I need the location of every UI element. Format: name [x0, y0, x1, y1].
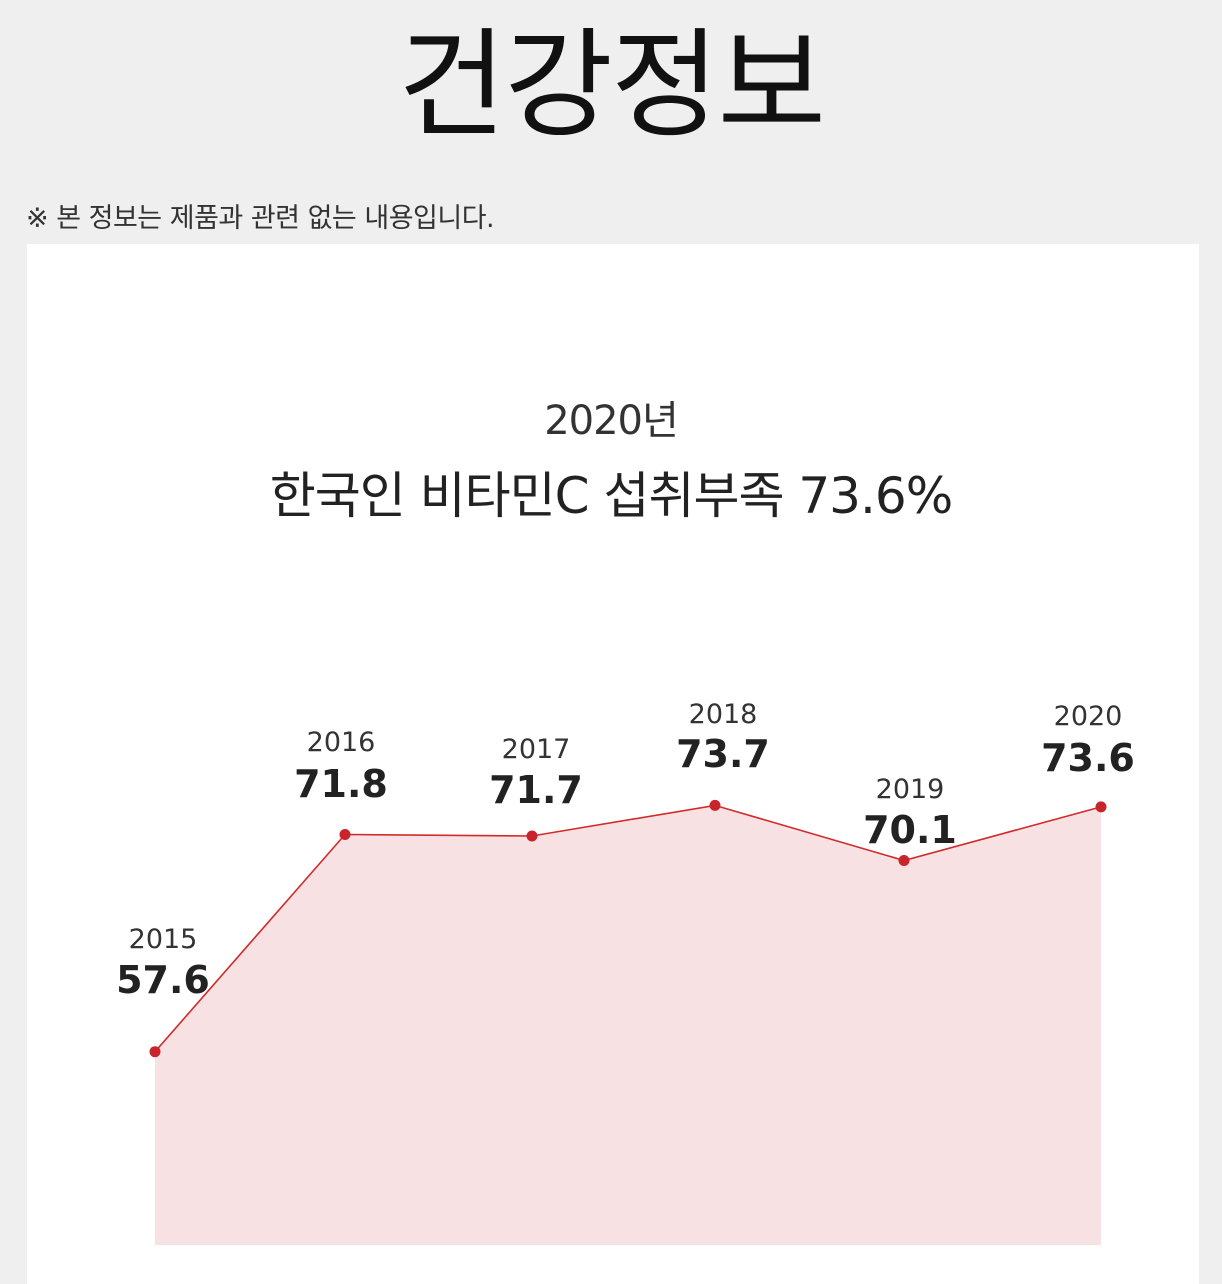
data-point-2017: [526, 830, 538, 842]
x-tick-label-2018: 2018: [689, 699, 758, 730]
x-tick-label-2020: 2020: [1054, 701, 1123, 732]
data-point-2019: [898, 855, 910, 866]
data-point-2015: [149, 1046, 161, 1058]
series-line: [154, 804, 1102, 1053]
disclaimer-text: ※ 본 정보는 제품과 관련 없는 내용입니다.: [26, 203, 495, 234]
x-tick-label-2015: 2015: [129, 924, 198, 955]
data-label-2015: 57.6: [116, 958, 210, 1002]
area-fill: [155, 805, 1101, 1245]
x-tick-label-2019: 2019: [876, 774, 945, 805]
data-point-2018: [709, 799, 721, 811]
data-label-2017: 71.7: [489, 768, 583, 812]
x-tick-label-2017: 2017: [502, 734, 571, 765]
data-label-2018: 73.7: [676, 732, 770, 776]
data-label-2019: 70.1: [863, 808, 957, 852]
chart-title: 한국인 비타민C 섭취부족 73.6%: [269, 467, 953, 525]
data-label-2016: 71.8: [294, 762, 388, 806]
page-title: 건강정보: [397, 16, 826, 154]
x-tick-label-2016: 2016: [307, 727, 376, 758]
chart-subtitle: 2020년: [544, 398, 679, 444]
data-label-2020: 73.6: [1041, 736, 1135, 780]
data-point-2020: [1095, 801, 1107, 813]
data-point-2016: [339, 829, 351, 840]
